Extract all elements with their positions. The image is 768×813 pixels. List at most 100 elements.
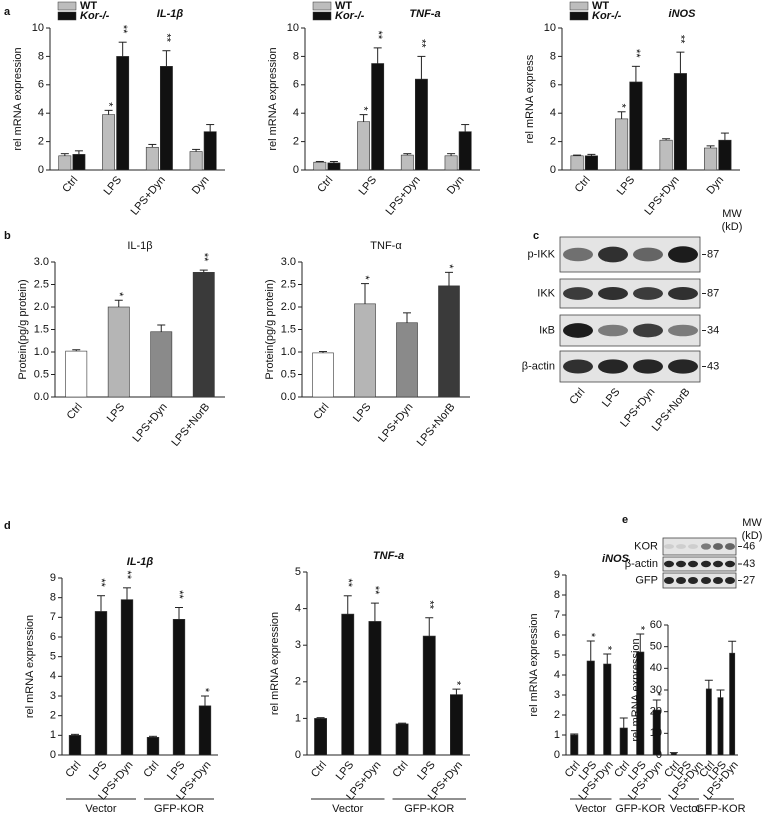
significance-marker: **: [121, 571, 133, 580]
y-tick-label: 1: [554, 729, 560, 741]
y-tick-label: 3: [50, 690, 56, 702]
blot-band: [713, 577, 723, 584]
legend-swatch: [569, 11, 589, 21]
x-tick-label: LPS: [102, 174, 125, 198]
y-axis-label: Protein(pg/g protein): [17, 279, 29, 379]
blot-band: [598, 324, 628, 337]
y-tick-label: 10: [287, 22, 299, 34]
y-tick-label: 2.0: [281, 301, 296, 313]
blot-row-label: p-IKK: [527, 248, 555, 260]
legend-swatch: [312, 1, 332, 11]
significance-marker: **: [95, 578, 107, 587]
mw-unit: (kD): [742, 530, 763, 542]
y-tick-label: 5: [554, 649, 560, 661]
legend-swatch: [569, 1, 589, 11]
bar: [586, 660, 595, 756]
significance-marker: **: [161, 33, 173, 42]
group-label: Vector: [85, 803, 117, 813]
blot-band: [563, 323, 593, 338]
y-tick-label: 10: [32, 22, 44, 34]
x-tick-label: LPS+Dyn: [129, 174, 168, 218]
y-tick-label: 10: [544, 22, 556, 34]
legend-label: WT: [80, 0, 97, 12]
chart-title: iNOS: [602, 553, 630, 565]
x-tick-label: LPS+Dyn: [376, 401, 415, 445]
blot-row-label: β-actin: [625, 558, 658, 570]
bar: [395, 723, 409, 756]
y-axis-label: rel mRNA expression: [269, 612, 281, 715]
blot-mw: 43: [707, 360, 719, 372]
x-tick-label: Dyn: [445, 174, 467, 197]
bar: [116, 56, 130, 171]
blot-mw: 43: [743, 558, 755, 570]
significance-marker: **: [675, 35, 687, 44]
x-tick-label: Ctrl: [309, 759, 329, 780]
significance-marker: **: [630, 49, 642, 58]
significance-marker: *: [616, 104, 628, 109]
bar: [58, 155, 72, 171]
chart-title: IL-1β: [157, 8, 184, 20]
bar: [189, 151, 203, 171]
y-tick-label: 9: [554, 569, 560, 581]
blot-lane-label: LPS: [600, 386, 623, 410]
bar: [146, 736, 160, 756]
x-tick-label: Dyn: [190, 174, 212, 197]
y-tick-label: 50: [650, 641, 662, 653]
y-tick-label: 3: [554, 689, 560, 701]
blot-band: [633, 359, 663, 374]
significance-marker: *: [443, 264, 455, 269]
bar: [400, 154, 414, 171]
bar: [368, 621, 382, 756]
bar: [603, 663, 612, 756]
y-tick-label: 30: [650, 684, 662, 696]
y-tick-label: 2.5: [281, 278, 296, 290]
y-tick-label: 6: [50, 631, 56, 643]
panel-letter: b: [4, 230, 11, 242]
blot-band: [688, 560, 698, 568]
chart-title: TNF-α: [370, 240, 402, 252]
legend-label: WT: [592, 0, 609, 12]
bar: [72, 154, 86, 171]
y-tick-label: 6: [554, 629, 560, 641]
significance-marker: **: [369, 586, 381, 595]
x-tick-label: Ctrl: [390, 759, 410, 780]
blot-mw: 87: [707, 287, 719, 299]
blot-band: [676, 577, 686, 584]
chart-title: TNF-a: [409, 8, 440, 20]
chart-title: IL-1β: [127, 240, 152, 252]
blot-band: [676, 560, 686, 568]
blot-band: [725, 577, 735, 584]
y-axis-label: rel mRNA expression: [267, 47, 279, 150]
blot-mw: 27: [743, 574, 755, 586]
significance-marker: *: [651, 692, 663, 697]
legend-swatch: [57, 11, 77, 21]
blot-band: [633, 287, 663, 300]
bar: [438, 285, 460, 398]
blot-band: [668, 286, 698, 301]
y-tick-label: 2: [295, 676, 301, 688]
x-tick-label: LPS: [615, 174, 638, 198]
x-tick-label: LPS+NorB: [415, 401, 458, 449]
y-tick-label: 6: [293, 79, 299, 91]
bar: [615, 118, 629, 171]
y-tick-label: 10: [650, 727, 662, 739]
x-tick-label: LPS+Dyn: [643, 174, 682, 218]
bar: [414, 78, 428, 171]
blot-band: [688, 577, 698, 584]
group-label: GFP-KOR: [695, 803, 745, 813]
y-tick-label: 3.0: [281, 256, 296, 268]
blot-band: [598, 359, 628, 374]
group-label: Vector: [575, 803, 607, 813]
bar: [444, 155, 458, 171]
y-tick-label: 0.5: [34, 368, 49, 380]
blot-mw: 87: [707, 248, 719, 260]
y-axis-label: rel mRNA expression: [630, 638, 642, 741]
bar: [357, 121, 371, 171]
y-tick-label: 0: [656, 749, 662, 761]
y-tick-label: 0.5: [281, 368, 296, 380]
bar: [68, 735, 82, 756]
x-tick-label: LPS: [105, 401, 128, 425]
panel-letter: c: [533, 230, 539, 242]
bar: [150, 331, 173, 398]
y-tick-label: 2.5: [34, 278, 49, 290]
